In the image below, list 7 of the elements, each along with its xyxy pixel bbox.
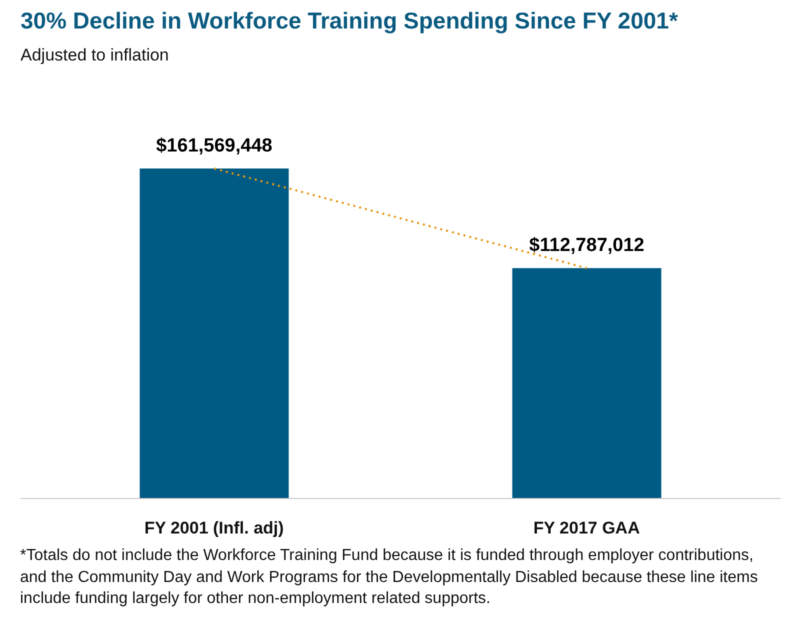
data-label: $112,787,012 [529, 235, 644, 256]
chart-subtitle: Adjusted to inflation [20, 46, 169, 64]
x-tick-label: FY 2001 (Infl. adj) [144, 518, 284, 538]
text: *Totals do not include the Workforce Training Fund because it is funded through employer contributions, and the Community Day and Work Programs for the Developmentally Disabled because these line items include funding largely for other non-employment related supports. [20, 546, 759, 610]
data-label: $161,569,448 [156, 136, 272, 156]
chart-title: 30% Decline in Workforce Training Spending Since FY 2001* [20, 8, 678, 34]
x-tick-label: FY 2017 GAA [533, 518, 640, 538]
